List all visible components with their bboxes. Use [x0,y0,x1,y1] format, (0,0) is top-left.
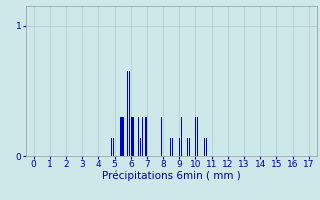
Bar [195,117,196,156]
Bar [111,138,112,156]
Bar [155,138,156,156]
Bar [187,138,188,156]
Bar [113,138,115,156]
Bar [197,117,198,156]
Bar [142,117,143,156]
Bar [140,138,141,156]
Bar [120,117,124,156]
Bar [116,138,117,156]
Bar [172,138,173,156]
Bar [145,117,147,156]
Bar [181,117,182,156]
Bar [129,71,130,156]
Bar [204,138,205,156]
Bar [189,138,190,156]
Bar [161,117,162,156]
Bar [206,138,207,156]
Bar [156,138,157,156]
Bar [170,138,171,156]
Bar [127,71,128,156]
Bar [131,117,134,156]
X-axis label: Précipitations 6min ( mm ): Précipitations 6min ( mm ) [102,171,241,181]
Bar [179,138,180,156]
